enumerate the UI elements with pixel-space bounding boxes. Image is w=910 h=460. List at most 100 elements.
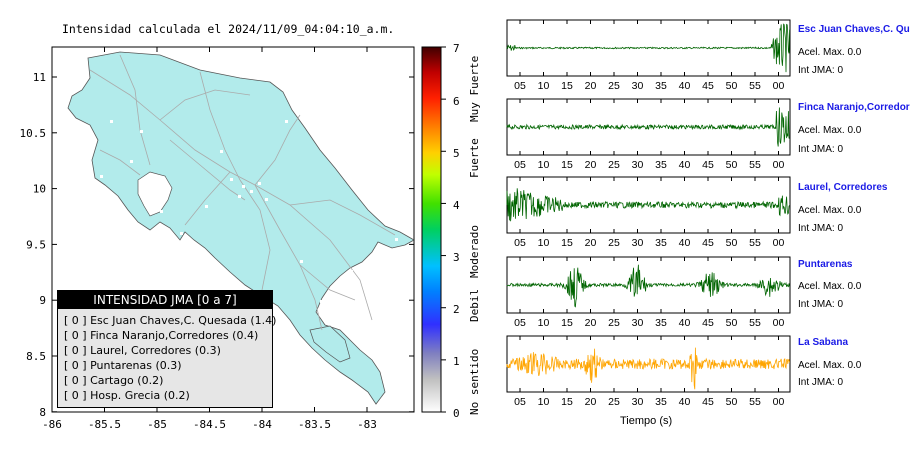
station-name: Laurel, Corredores	[798, 182, 888, 193]
waveform-tick-label: 05	[514, 317, 526, 329]
waveform-tick-label: 55	[749, 80, 761, 92]
legend-box: INTENSIDAD JMA [0 a 7] [ 0 ] Esc Juan Ch…	[57, 290, 277, 408]
waveform-tick-label: 30	[632, 237, 644, 249]
legend-item: [ 0 ] Finca Naranjo,Corredores (0.4)	[64, 329, 259, 342]
waveform-tick-label: 35	[655, 80, 667, 92]
map-x-tick-label: -86	[42, 418, 62, 431]
waveform-tick-label: 40	[679, 80, 691, 92]
waveform-tick-label: 50	[726, 237, 738, 249]
waveform-tick-label: 20	[585, 159, 597, 171]
waveform-tick-label: 20	[585, 237, 597, 249]
colorbar-category-label: Muy Fuerte	[468, 56, 481, 122]
waveform-tick-label: 25	[608, 237, 620, 249]
waveform-trace	[506, 23, 790, 73]
waveform-tick-label: 30	[632, 80, 644, 92]
colorbar-tick-label: 7	[453, 42, 460, 55]
station-accel: Acel. Max. 0.0	[798, 47, 862, 58]
map-x-tick-label: -84	[252, 418, 272, 431]
waveform-tick-label: 20	[585, 396, 597, 408]
colorbar-category-label: Moderado	[468, 225, 481, 278]
waveform-tick-label: 05	[514, 396, 526, 408]
station-dots	[100, 120, 398, 343]
waveform-trace	[506, 347, 790, 390]
waveform-tick-label: 35	[655, 159, 667, 171]
legend-item: [ 0 ] Puntarenas (0.3)	[64, 359, 182, 372]
station-jma: Int JMA: 0	[798, 377, 844, 388]
map-x-tick-label: -83	[357, 418, 377, 431]
waveform-panel: 05 10 15 20 25 30 35 40 45 50 55 00	[506, 176, 791, 249]
map-x-tick-label: -85	[147, 418, 167, 431]
colorbar-tick-label: 0	[453, 407, 460, 420]
waveform-tick-label: 15	[561, 396, 573, 408]
colorbar-tick-label: 5	[453, 147, 460, 160]
waveform-tick-label: 10	[538, 237, 550, 249]
station-name: Finca Naranjo,Corredor	[798, 102, 910, 113]
map-y-axis: 11 10.5 10 9.5 9 8.5 8	[20, 71, 414, 419]
legend-item: [ 0 ] Esc Juan Chaves,C. Quesada (1.4)	[64, 314, 277, 327]
waveform-tick-label: 25	[608, 159, 620, 171]
station-jma: Int JMA: 0	[798, 299, 844, 310]
colorbar-ticks	[441, 46, 446, 413]
waveform-tick-label: 05	[514, 237, 526, 249]
waveform-trace	[506, 107, 790, 147]
map-x-axis: -86 -85.5 -85 -84.5 -84 -83.5 -83	[42, 47, 377, 431]
legend-item: [ 0 ] Laurel, Corredores (0.3)	[64, 344, 221, 357]
waveform-tick-label: 40	[679, 159, 691, 171]
waveform-tick-label: 00	[773, 237, 785, 249]
station-accel: Acel. Max. 0.0	[798, 125, 862, 136]
colorbar-categories: Muy Fuerte Fuerte Moderado Debil No sent…	[468, 56, 481, 415]
waveform-tick-label: 40	[679, 317, 691, 329]
station-accel: Acel. Max. 0.0	[798, 205, 862, 216]
waveform-tick-label: 35	[655, 237, 667, 249]
colorbar-tick-label: 6	[453, 95, 460, 108]
waveform-tick-label: 45	[702, 237, 714, 249]
waveform-tick-label: 20	[585, 80, 597, 92]
waveform-tick-label: 45	[702, 80, 714, 92]
waveform-tick-label: 30	[632, 159, 644, 171]
waveform-tick-label: 00	[773, 396, 785, 408]
map-y-tick-label: 8.5	[26, 350, 46, 363]
intensity-colorbar	[421, 46, 442, 413]
waveform-panel: 05 10 15 20 25 30 35 40 45 50 55 00	[506, 335, 791, 408]
map-x-tick-label: -84.5	[193, 418, 226, 431]
colorbar-tick-label: 2	[453, 303, 460, 316]
legend-header: INTENSIDAD JMA [0 a 7]	[58, 291, 272, 309]
waveform-tick-label: 55	[749, 396, 761, 408]
station-jma: Int JMA: 0	[798, 223, 844, 234]
colorbar-tick-label: 3	[453, 251, 460, 264]
waveform-tick-label: 00	[773, 159, 785, 171]
station-jma: Int JMA: 0	[798, 65, 844, 76]
waveform-tick-label: 55	[749, 159, 761, 171]
colorbar-category-label: Fuerte	[468, 138, 481, 178]
waveform-tick-label: 55	[749, 317, 761, 329]
waveform-panel: 05 10 15 20 25 30 35 40 45 50 55 00	[506, 98, 791, 171]
waveform-tick-label: 30	[632, 396, 644, 408]
legend-item: [ 0 ] Cartago (0.2)	[64, 374, 164, 387]
colorbar-tick-label: 1	[453, 355, 460, 368]
waveform-tick-label: 20	[585, 317, 597, 329]
waveform-tick-label: 45	[702, 159, 714, 171]
station-accel: Acel. Max. 0.0	[798, 281, 862, 292]
waveform-tick-label: 25	[608, 396, 620, 408]
map-x-tick-label: -83.5	[298, 418, 331, 431]
x-axis-label: Tiempo (s)	[620, 415, 673, 427]
waveform-tick-label: 15	[561, 317, 573, 329]
map-x-tick-label: -85.5	[88, 418, 121, 431]
waveform-tick-label: 35	[655, 396, 667, 408]
waveform-trace	[506, 188, 790, 222]
waveform-tick-label: 05	[514, 159, 526, 171]
waveform-tick-label: 45	[702, 317, 714, 329]
station-name: La Sabana	[798, 337, 849, 348]
colorbar-category-label: Debil	[468, 289, 481, 322]
waveform-tick-label: 25	[608, 317, 620, 329]
waveform-tick-label: 40	[679, 396, 691, 408]
waveform-tick-label: 10	[538, 317, 550, 329]
map-y-tick-label: 10	[33, 183, 46, 196]
waveform-tick-label: 05	[514, 80, 526, 92]
waveform-tick-label: 45	[702, 396, 714, 408]
colorbar-category-label: No sentido	[468, 349, 481, 415]
waveform-tick-label: 50	[726, 396, 738, 408]
station-name: Puntarenas	[798, 259, 853, 270]
waveform-tick-label: 15	[561, 80, 573, 92]
chart-title: Intensidad calculada el 2024/11/09_04:04…	[62, 22, 395, 36]
